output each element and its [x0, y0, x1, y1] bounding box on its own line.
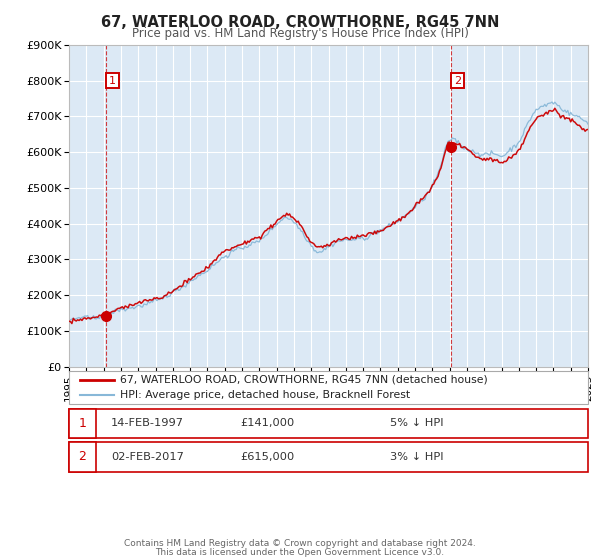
- Text: 3% ↓ HPI: 3% ↓ HPI: [390, 452, 443, 462]
- Text: 67, WATERLOO ROAD, CROWTHORNE, RG45 7NN: 67, WATERLOO ROAD, CROWTHORNE, RG45 7NN: [101, 15, 499, 30]
- Text: Price paid vs. HM Land Registry's House Price Index (HPI): Price paid vs. HM Land Registry's House …: [131, 27, 469, 40]
- Text: 02-FEB-2017: 02-FEB-2017: [111, 452, 184, 462]
- Text: 1: 1: [79, 417, 86, 430]
- Text: HPI: Average price, detached house, Bracknell Forest: HPI: Average price, detached house, Brac…: [120, 390, 410, 400]
- Text: 67, WATERLOO ROAD, CROWTHORNE, RG45 7NN (detached house): 67, WATERLOO ROAD, CROWTHORNE, RG45 7NN …: [120, 375, 488, 385]
- Text: 14-FEB-1997: 14-FEB-1997: [111, 418, 184, 428]
- Text: 2: 2: [79, 450, 86, 464]
- Text: 2: 2: [454, 76, 461, 86]
- Text: 5% ↓ HPI: 5% ↓ HPI: [390, 418, 443, 428]
- Text: 1: 1: [109, 76, 116, 86]
- Text: This data is licensed under the Open Government Licence v3.0.: This data is licensed under the Open Gov…: [155, 548, 445, 557]
- Text: £141,000: £141,000: [240, 418, 294, 428]
- Text: £615,000: £615,000: [240, 452, 294, 462]
- Text: Contains HM Land Registry data © Crown copyright and database right 2024.: Contains HM Land Registry data © Crown c…: [124, 539, 476, 548]
